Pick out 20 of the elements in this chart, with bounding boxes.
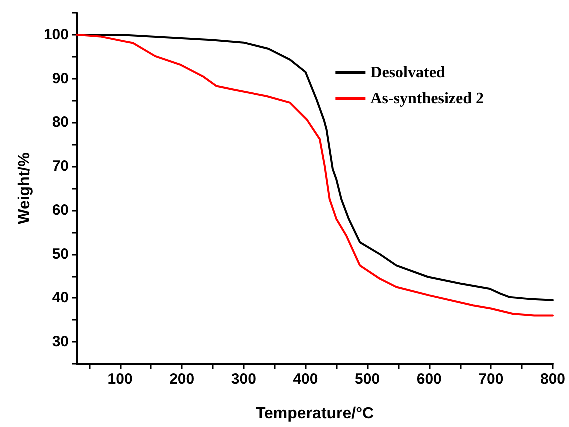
y-tick-label: 30 <box>52 334 69 351</box>
x-tick-label: 700 <box>478 371 504 388</box>
y-tick-label: 40 <box>52 290 69 307</box>
y-axis-title: Weight/% <box>16 152 34 224</box>
legend-label: Desolvated <box>370 64 446 82</box>
legend-label: As-synthesized 2 <box>370 90 484 108</box>
x-tick-label: 500 <box>355 371 380 388</box>
x-tick-label: 800 <box>540 371 566 388</box>
x-tick-label: 600 <box>416 371 442 388</box>
y-tick-label: 90 <box>52 70 69 88</box>
y-tick-label: 50 <box>52 246 69 263</box>
y-tick-label: 100 <box>44 26 69 44</box>
y-tick-label: 60 <box>52 202 69 219</box>
x-tick-label: 400 <box>293 371 318 388</box>
x-axis-title: Temperature/°C <box>256 406 375 422</box>
y-tick-label: 80 <box>52 114 69 132</box>
x-tick-label: 300 <box>231 371 256 388</box>
y-tick-label: 70 <box>52 158 69 176</box>
x-tick-label: 100 <box>108 371 133 388</box>
x-tick-label: 200 <box>170 371 195 388</box>
